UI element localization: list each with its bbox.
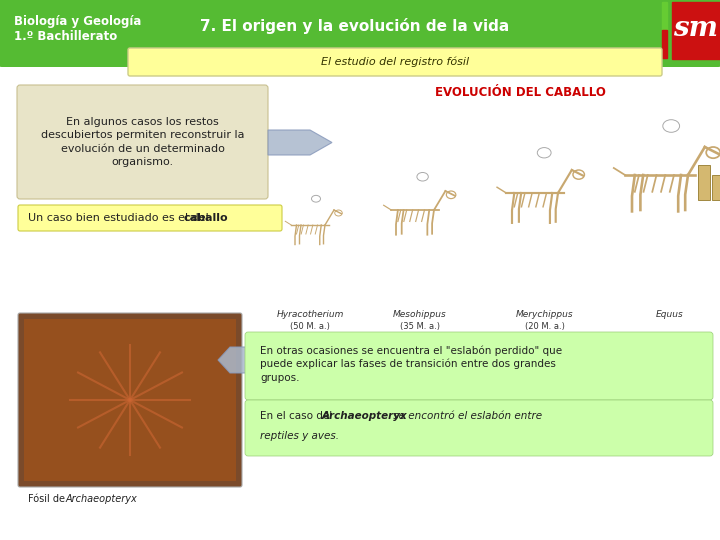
FancyBboxPatch shape <box>128 48 662 76</box>
FancyBboxPatch shape <box>245 332 713 400</box>
Text: (35 M. a.): (35 M. a.) <box>400 322 440 331</box>
FancyBboxPatch shape <box>17 85 268 199</box>
Text: reptiles y aves.: reptiles y aves. <box>260 431 339 441</box>
Text: Biología y Geología: Biología y Geología <box>14 15 141 28</box>
Text: 1.º Bachillerato: 1.º Bachillerato <box>14 30 117 43</box>
Bar <box>2 35 718 62</box>
FancyBboxPatch shape <box>245 400 713 456</box>
Text: El estudio del registro fósil: El estudio del registro fósil <box>321 57 469 68</box>
Text: caballo: caballo <box>183 213 228 223</box>
Text: EVOLUCIÓN DEL CABALLO: EVOLUCIÓN DEL CABALLO <box>435 86 606 99</box>
Bar <box>662 2 667 30</box>
Bar <box>698 165 710 200</box>
Text: (20 M. a.): (20 M. a.) <box>525 322 565 331</box>
Bar <box>662 30 667 58</box>
Polygon shape <box>268 130 332 155</box>
Bar <box>672 2 720 59</box>
Polygon shape <box>218 347 250 373</box>
Bar <box>712 175 720 200</box>
FancyBboxPatch shape <box>18 205 282 231</box>
Text: Hyracotherium: Hyracotherium <box>276 310 343 319</box>
Text: (50 M. a.): (50 M. a.) <box>290 322 330 331</box>
Bar <box>24 319 236 481</box>
Text: Un caso bien estudiado es el del: Un caso bien estudiado es el del <box>28 213 212 223</box>
Text: Mesohippus: Mesohippus <box>393 310 447 319</box>
Text: En algunos casos los restos
descubiertos permiten reconstruir la
evolución de un: En algunos casos los restos descubiertos… <box>41 117 244 167</box>
Text: En el caso del: En el caso del <box>260 411 336 421</box>
Text: Archaeopteryx: Archaeopteryx <box>322 411 408 421</box>
Bar <box>24 319 236 481</box>
Text: 7. El origen y la evolución de la vida: 7. El origen y la evolución de la vida <box>200 18 510 34</box>
Text: Archaeopteryx: Archaeopteryx <box>66 494 138 504</box>
FancyBboxPatch shape <box>0 0 720 67</box>
Text: Equus: Equus <box>656 310 684 319</box>
Text: se encontró el eslabón entre: se encontró el eslabón entre <box>390 411 542 421</box>
Text: En otras ocasiones se encuentra el "eslabón perdido" que
puede explicar las fase: En otras ocasiones se encuentra el "esla… <box>260 345 562 383</box>
FancyBboxPatch shape <box>18 313 242 487</box>
Text: Fósil de: Fósil de <box>28 494 68 504</box>
Text: Merychippus: Merychippus <box>516 310 574 319</box>
Text: sm: sm <box>673 16 719 43</box>
